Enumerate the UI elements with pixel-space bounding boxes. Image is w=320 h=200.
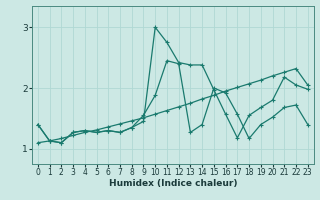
X-axis label: Humidex (Indice chaleur): Humidex (Indice chaleur) bbox=[108, 179, 237, 188]
